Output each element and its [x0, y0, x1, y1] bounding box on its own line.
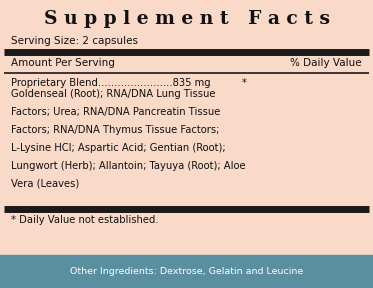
Text: Proprietary Blend.......................835 mg          *: Proprietary Blend.......................… [11, 78, 247, 88]
Text: Serving Size: 2 capsules: Serving Size: 2 capsules [11, 36, 138, 46]
Text: Amount Per Serving: Amount Per Serving [11, 58, 115, 68]
Text: Goldenseal (Root); RNA/DNA Lung Tissue: Goldenseal (Root); RNA/DNA Lung Tissue [11, 89, 216, 99]
Text: Factors; RNA/DNA Thymus Tissue Factors;: Factors; RNA/DNA Thymus Tissue Factors; [11, 125, 220, 135]
Text: Other Ingredients: Dextrose, Gelatin and Leucine: Other Ingredients: Dextrose, Gelatin and… [70, 267, 303, 276]
Text: Factors; Urea; RNA/DNA Pancreatin Tissue: Factors; Urea; RNA/DNA Pancreatin Tissue [11, 107, 220, 117]
Text: L-Lysine HCl; Aspartic Acid; Gentian (Root);: L-Lysine HCl; Aspartic Acid; Gentian (Ro… [11, 143, 226, 153]
Text: Lungwort (Herb); Allantoin; Tayuya (Root); Aloe: Lungwort (Herb); Allantoin; Tayuya (Root… [11, 161, 246, 171]
Text: S u p p l e m e n t   F a c t s: S u p p l e m e n t F a c t s [44, 10, 329, 28]
Text: % Daily Value: % Daily Value [290, 58, 362, 68]
Text: * Daily Value not established.: * Daily Value not established. [11, 215, 159, 226]
Text: Vera (Leaves): Vera (Leaves) [11, 179, 79, 189]
FancyBboxPatch shape [0, 255, 373, 288]
